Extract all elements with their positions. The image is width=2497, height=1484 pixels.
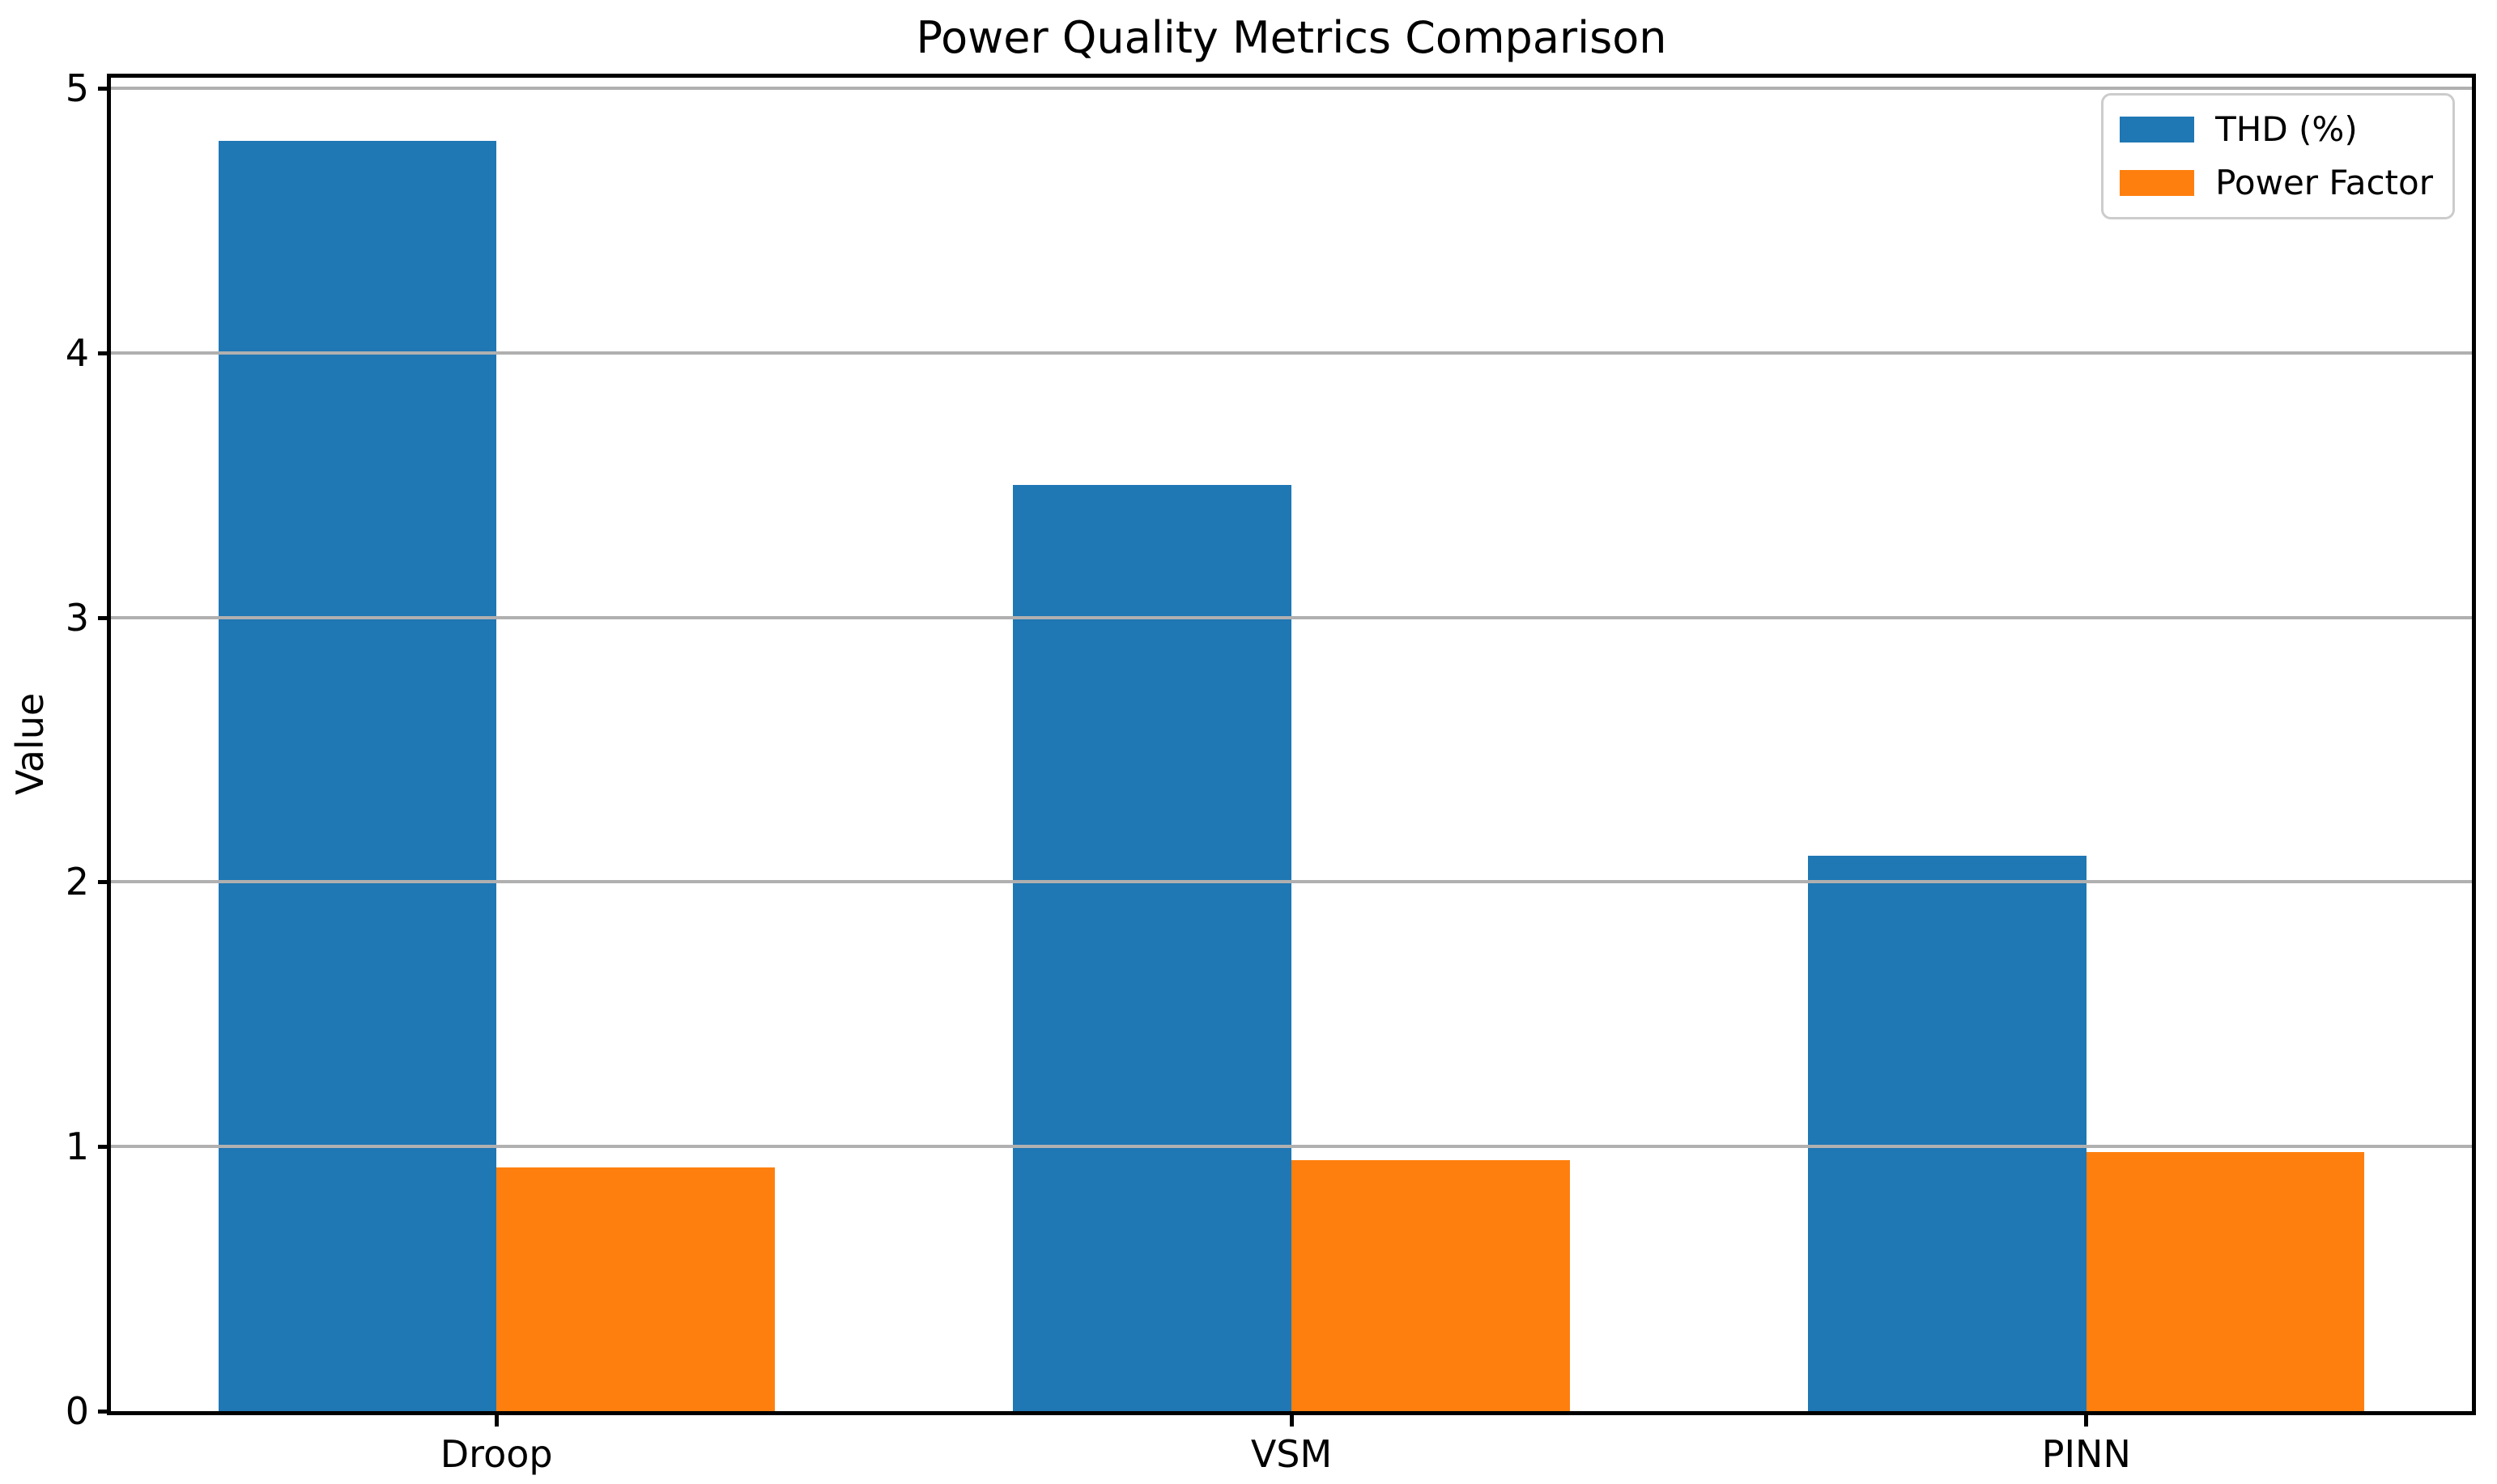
- gridline-y-5: [111, 87, 2472, 91]
- y-tick-mark-2: [98, 880, 111, 885]
- y-tick-label-3: 3: [65, 595, 89, 640]
- legend-entry-thd: THD (%): [2120, 108, 2433, 151]
- gridline-y-3: [111, 615, 2472, 619]
- gridline-y-1: [111, 1145, 2472, 1149]
- y-tick-mark-5: [98, 87, 111, 91]
- bar-pinn-thd: [1808, 855, 2087, 1411]
- bar-pinn-power-factor: [2086, 1151, 2365, 1411]
- x-tick-label-droop: Droop: [440, 1432, 553, 1476]
- grid-layer: [111, 78, 2472, 1411]
- y-tick-mark-4: [98, 351, 111, 355]
- x-tick-mark-pinn: [2084, 1415, 2089, 1427]
- y-tick-mark-3: [98, 615, 111, 620]
- bar-droop-power-factor: [496, 1167, 775, 1411]
- legend-entry-power-factor: Power Factor: [2120, 162, 2433, 204]
- legend-label-thd: THD (%): [2215, 109, 2358, 149]
- y-tick-mark-0: [98, 1410, 111, 1414]
- bar-vsm-thd: [1013, 485, 1291, 1411]
- plot-area: [107, 74, 2476, 1415]
- gridline-y-4: [111, 351, 2472, 355]
- y-tick-label-4: 4: [65, 330, 89, 375]
- legend: THD (%) Power Factor: [2101, 93, 2455, 219]
- legend-swatch-power-factor: [2120, 170, 2195, 196]
- bar-vsm-power-factor: [1291, 1159, 1570, 1411]
- legend-label-power-factor: Power Factor: [2215, 163, 2433, 202]
- gridline-y-2: [111, 880, 2472, 884]
- legend-swatch-thd: [2120, 117, 2195, 142]
- y-tick-label-0: 0: [65, 1389, 89, 1433]
- y-tick-label-5: 5: [65, 66, 89, 111]
- y-tick-label-2: 2: [65, 860, 89, 904]
- x-tick-label-vsm: VSM: [1250, 1432, 1333, 1476]
- y-tick-mark-1: [98, 1145, 111, 1150]
- y-tick-label-1: 1: [65, 1125, 89, 1169]
- x-tick-mark-droop: [494, 1415, 499, 1427]
- chart-title: Power Quality Metrics Comparison: [916, 12, 1667, 63]
- x-tick-label-pinn: PINN: [2041, 1432, 2131, 1476]
- x-tick-mark-vsm: [1289, 1415, 1294, 1427]
